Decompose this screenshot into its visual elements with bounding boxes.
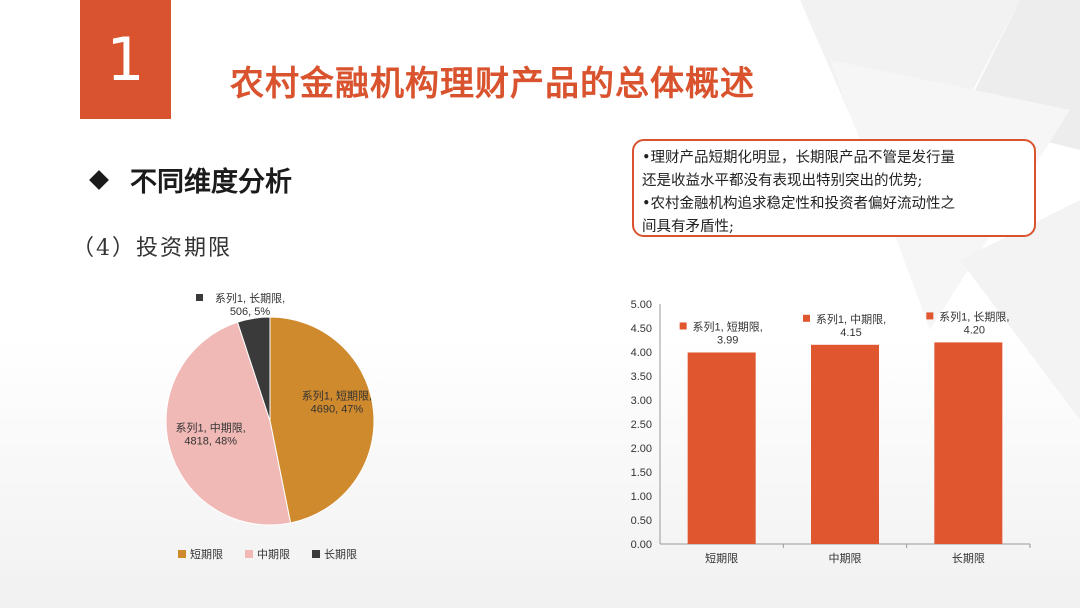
x-tick-label: 长期限	[952, 552, 985, 565]
x-tick-label: 中期限	[829, 552, 862, 565]
legend-swatch	[312, 550, 320, 558]
y-tick-label: 4.50	[631, 323, 652, 335]
bar-2	[811, 344, 879, 544]
legend-label: 长期限	[324, 548, 357, 561]
data-label-marker	[803, 314, 810, 322]
x-tick-label: 短期限	[705, 551, 738, 565]
note-line: 还是收益水平都没有表现出特别突出的优势;	[642, 173, 923, 189]
y-tick-label: 3.00	[631, 395, 652, 407]
pie-slice-long	[236, 316, 271, 422]
legend-label: 短期限	[190, 548, 223, 561]
legend-swatch	[245, 550, 253, 558]
legend-item-mid: 中期限	[245, 546, 290, 562]
bar-1	[687, 352, 756, 544]
pie-data-label-mid: 系列1, 中期限, 4818, 48%	[176, 421, 246, 448]
y-tick-label: 0.00	[631, 539, 652, 551]
y-tick-label: 1.50	[631, 467, 652, 479]
pie-data-label-long: 系列1, 长期限, 506, 5%	[215, 291, 285, 318]
pie-data-label-short: 系列1, 短期限, 4690, 47%	[302, 388, 372, 415]
y-tick-label: 0.50	[631, 515, 652, 527]
y-tick-label: 4.00	[631, 347, 652, 359]
note-line: •农村金融机构追求稳定性和投资者偏好流动性之	[642, 196, 956, 212]
y-tick-label: 1.00	[631, 491, 652, 503]
bar-data-label: 系列1, 中期限, 4.15	[816, 312, 886, 339]
y-tick-label: 2.50	[631, 419, 652, 431]
data-label-marker	[679, 322, 687, 330]
bar-chart: 0.00 0.50 1.00 1.50 2.00 2.50 3.00 3.50 4.00 4.50…	[631, 299, 1031, 565]
pie-slice-mid	[165, 321, 292, 526]
subsection-heading: （4）投资期限	[72, 236, 232, 261]
bar-data-label: 系列1, 长期限, 4.20	[939, 309, 1009, 336]
section-heading: 不同维度分析	[86, 160, 292, 199]
note-line: •理财产品短期化明显，长期限产品不管是发行量	[642, 150, 956, 166]
pie-slice-short	[269, 316, 375, 524]
bar-3	[934, 342, 1003, 544]
data-label-marker	[926, 312, 934, 320]
bar-data-label: 系列1, 短期限, 3.99	[693, 319, 763, 346]
y-tick-label: 5.00	[631, 299, 652, 311]
slide-number-badge: 1	[80, 0, 171, 119]
page-title: 农村金融机构理财产品的总体概述	[230, 64, 755, 104]
y-tick-label: 2.00	[631, 443, 652, 455]
section-heading-text: 不同维度分析	[130, 167, 292, 198]
note-line: 间具有矛盾性;	[642, 219, 734, 235]
legend-item-long: 长期限	[312, 546, 357, 562]
pie-legend: 短期限 中期限 长期限	[178, 546, 357, 562]
pie-label-marker	[196, 294, 203, 301]
summary-note-box: •理财产品短期化明显，长期限产品不管是发行量 还是收益水平都没有表现出特别突出的…	[632, 139, 1036, 237]
legend-item-short: 短期限	[178, 546, 223, 562]
y-tick-label: 3.50	[631, 371, 652, 383]
pie-chart: 系列1, 短期限, 4690, 47% 系列1, 中期限, 4818, 48% 系列1,…	[165, 291, 375, 526]
legend-swatch	[178, 550, 186, 558]
diamond-bullet-icon	[89, 169, 109, 190]
legend-label: 中期限	[257, 548, 290, 561]
